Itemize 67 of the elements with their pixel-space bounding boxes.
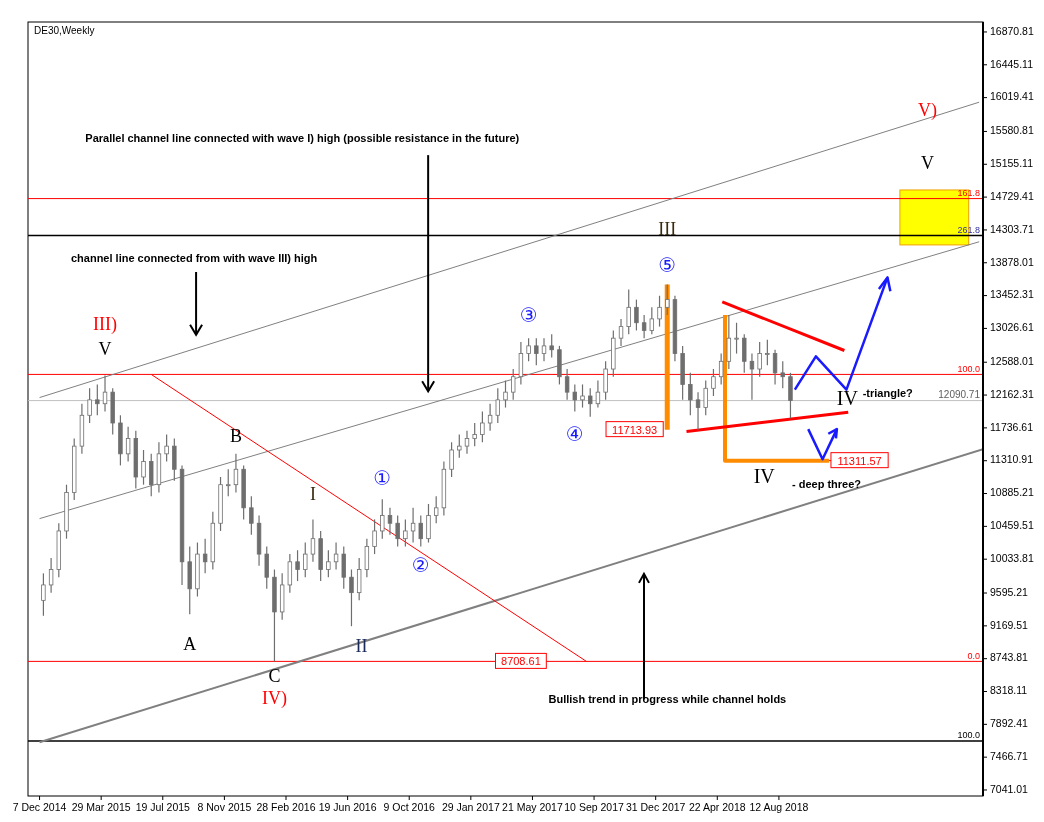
- annotation: 0.0: [967, 650, 980, 661]
- y-tick-label: 9169.51: [990, 618, 1029, 631]
- annotation: channel line connected from with wave III) high: [70, 251, 318, 264]
- y-tick-label: 10885.21: [990, 486, 1034, 499]
- x-tick-label: 19 Jun 2016: [318, 801, 377, 813]
- y-tick-label: 7892.41: [990, 717, 1029, 730]
- y-tick-label: 10033.81: [990, 551, 1034, 564]
- x-tick-label: 21 May 2017: [502, 801, 563, 813]
- x-tick-label: 31 Dec 2017: [625, 801, 686, 813]
- y-tick-label: 10459.51: [990, 519, 1034, 532]
- annotation: 100.0: [957, 730, 980, 741]
- y-tick-label: 9595.21: [990, 585, 1029, 598]
- annotation: ②: [411, 552, 430, 577]
- annotation: 100.0: [957, 363, 980, 374]
- ref-line-label: 12090.71: [938, 388, 981, 400]
- x-tick-label: 28 Feb 2016: [256, 801, 316, 813]
- x-tick-label: 29 Jan 2017: [441, 801, 500, 813]
- annotation: V: [921, 153, 935, 174]
- y-tick-label: 12588.01: [990, 355, 1034, 368]
- y-tick-label: 11736.61: [990, 420, 1034, 433]
- y-tick-label: 15155.11: [990, 157, 1034, 170]
- x-tick-label: 19 Jul 2015: [135, 801, 191, 813]
- x-tick-label: 9 Oct 2016: [383, 801, 436, 813]
- y-tick-label: 7466.71: [990, 749, 1029, 762]
- annotation: III): [93, 313, 118, 335]
- y-tick-label: 13026.61: [990, 321, 1034, 334]
- chart-title: DE30,Weekly: [34, 25, 95, 36]
- y-tick-label: 14729.41: [990, 189, 1034, 202]
- annotation: 11713.93: [612, 423, 658, 436]
- y-tick-label: 13878.01: [990, 255, 1034, 268]
- annotation: A: [183, 634, 197, 655]
- x-tick-label: 7 Dec 2014: [12, 801, 67, 813]
- y-tick-label: 13452.31: [990, 288, 1034, 301]
- y-tick-label: 14303.71: [990, 222, 1034, 235]
- annotation: 11311.57: [837, 454, 882, 467]
- annotation: - deep three?: [792, 477, 862, 490]
- y-tick-label: 7041.01: [990, 782, 1029, 795]
- annotation: ③: [519, 302, 538, 327]
- x-tick-label: 22 Apr 2018: [688, 801, 746, 813]
- annotation: III: [658, 218, 677, 239]
- y-tick-label: 16019.41: [990, 90, 1034, 103]
- annotation: Bullish trend in progress while channel holds: [548, 693, 787, 706]
- x-tick-label: 10 Sep 2017: [564, 801, 624, 813]
- annotation: ⑤: [658, 253, 677, 277]
- x-tick-label: 8 Nov 2015: [197, 801, 252, 813]
- y-tick-label: 8743.81: [990, 651, 1029, 664]
- x-tick-label: 12 Aug 2018: [749, 801, 809, 813]
- annotation: V: [98, 338, 112, 359]
- y-tick-label: 8318.11: [990, 684, 1028, 697]
- annotation: B: [229, 425, 242, 446]
- annotation: ④: [565, 421, 584, 446]
- y-tick-label: 15580.81: [990, 124, 1034, 137]
- y-tick-label: 11310.91: [990, 453, 1034, 466]
- annotation: IV): [261, 687, 287, 709]
- y-tick-label: 16445.11: [990, 57, 1034, 70]
- annotation: IV: [753, 465, 776, 488]
- annotation: IV: [836, 387, 859, 410]
- x-tick-label: 29 Mar 2015: [71, 801, 131, 813]
- annotation: Parallel channel line connected with wave I) high (possible resistance in the future): [85, 131, 520, 144]
- y-tick-label: 12162.31: [990, 387, 1034, 400]
- annotation: 8708.61: [501, 655, 541, 668]
- annotation: C: [268, 665, 281, 686]
- annotation: I: [309, 483, 316, 504]
- annotation: ①: [373, 465, 392, 490]
- annotation: -triangle?: [862, 387, 914, 400]
- annotation: V): [918, 99, 938, 121]
- y-tick-label: 16870.81: [990, 24, 1034, 37]
